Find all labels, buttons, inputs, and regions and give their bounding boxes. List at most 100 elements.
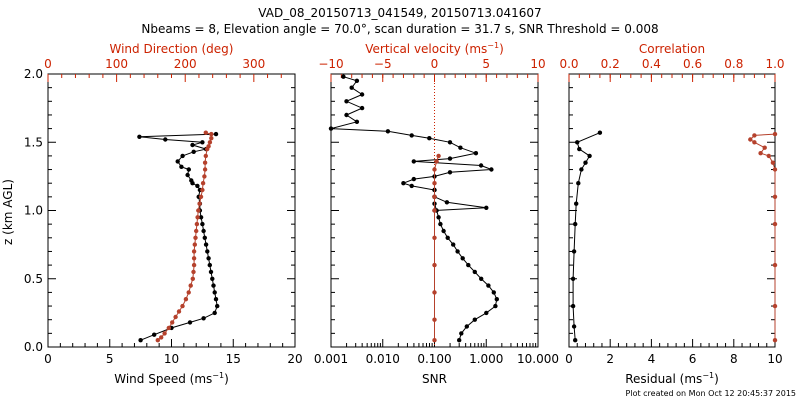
x-axis-label-top-exponent: −1 (487, 41, 499, 50)
data-point-black (493, 303, 498, 309)
data-point-black (574, 201, 579, 206)
data-point-red (162, 331, 167, 336)
x-axis-label-bottom-text: Wind Speed (ms (114, 372, 212, 386)
data-point-red (207, 140, 213, 145)
data-point-red (772, 221, 778, 227)
y-tick-label: 2.0 (24, 67, 43, 81)
data-point-red (170, 320, 175, 325)
data-point-red (191, 256, 197, 261)
x-axis-label-top-close: ) (499, 42, 504, 56)
x-tick-label-bottom: 20 (287, 352, 302, 366)
data-point-red (758, 151, 763, 156)
data-point-red (202, 167, 208, 172)
data-point-red (198, 194, 204, 199)
data-point-black (354, 119, 360, 125)
data-point-red (186, 290, 191, 295)
data-point-black (163, 137, 168, 142)
data-point-black (191, 149, 196, 154)
x-tick-label-top: −10 (318, 57, 343, 71)
data-point-black (447, 140, 453, 145)
x-axis-label-top: Correlation (639, 42, 705, 56)
x-tick-label-top: 10 (530, 57, 545, 71)
y-tick-label: 0.0 (24, 340, 43, 354)
y-axis-label: z (km AGL) (1, 179, 15, 245)
x-tick-label-bottom: 0.100 (417, 352, 451, 366)
data-point-black (200, 140, 205, 145)
x-tick-label-top: 0 (44, 57, 52, 71)
x-axis-label-bottom: Wind Speed (ms−1) (114, 371, 229, 386)
x-tick-label-bottom: 0 (44, 352, 52, 366)
data-point-black (444, 200, 450, 205)
data-point-black (491, 290, 496, 295)
data-point-black (479, 276, 484, 281)
figure-title-line1: VAD_08_20150713_041549, 20150713.041607 (258, 6, 541, 20)
data-point-black (205, 249, 210, 254)
data-point-red (436, 153, 441, 159)
data-point-black (215, 303, 220, 309)
data-point-black (208, 269, 214, 275)
data-point-black (447, 156, 453, 161)
x-tick-label-top: −5 (374, 57, 392, 71)
data-point-red (183, 297, 189, 302)
data-point-black (441, 228, 446, 234)
x-tick-label-bottom: 10 (767, 352, 782, 366)
x-tick-label-bottom: 6 (689, 352, 697, 366)
data-point-black (179, 164, 184, 169)
data-point-red (203, 130, 208, 135)
data-point-black (212, 290, 217, 295)
data-point-black (579, 167, 584, 172)
data-point-black (472, 317, 477, 322)
data-point-black (401, 181, 406, 186)
data-point-black (436, 215, 441, 220)
data-point-red (762, 145, 767, 150)
data-point-black (344, 99, 349, 104)
data-point-red (193, 235, 198, 240)
data-point-red (200, 181, 206, 186)
data-point-red (432, 194, 437, 199)
data-point-black (349, 85, 354, 90)
data-point-red (200, 187, 205, 193)
data-point-red (209, 136, 214, 141)
data-point-black (571, 249, 577, 254)
data-point-black (570, 303, 576, 309)
data-point-black (186, 167, 191, 172)
x-tick-label-bottom: 8 (730, 352, 738, 366)
plot-created-footer: Plot created on Mon Oct 12 20:45:37 2015 (626, 389, 796, 398)
data-point-red (432, 290, 437, 295)
data-point-red (206, 144, 211, 149)
data-point-red (194, 228, 199, 234)
y-tick-label: 1.5 (24, 135, 43, 149)
data-point-black (344, 112, 349, 118)
panel-correlation: 0 2 4 6 8 10 Residual (ms−1) 0.0 0.2 0.4 0.6 0.8 1.0… (559, 42, 784, 386)
x-tick-label-bottom: 10.000 (517, 352, 559, 366)
data-point-red (194, 221, 200, 227)
data-point-black (180, 153, 185, 159)
data-point-red (190, 276, 195, 281)
data-point-red (766, 153, 771, 159)
data-point-red (191, 269, 196, 275)
data-point-black (587, 153, 592, 159)
data-point-red (772, 131, 778, 137)
data-point-black (571, 324, 577, 329)
data-point-red (197, 201, 202, 206)
x-axis-label-bottom: SNR (422, 372, 447, 386)
data-point-red (432, 167, 437, 172)
x-tick-label-top: 0.0 (559, 57, 578, 71)
plot-frame (47, 73, 296, 348)
x-tick-label-top: 0.4 (642, 57, 661, 71)
data-point-red (155, 338, 160, 343)
x-tick-label-bottom: 15 (226, 352, 241, 366)
data-point-red (192, 242, 197, 247)
x-tick-label-top: 5 (482, 57, 490, 71)
data-point-red (166, 325, 171, 331)
x-tick-label-bottom: 4 (648, 352, 656, 366)
data-point-black (189, 178, 194, 183)
data-point-black (411, 176, 416, 182)
data-point-red (770, 160, 776, 165)
data-point-black (190, 142, 195, 148)
data-point-black (210, 276, 215, 281)
data-point-black (573, 221, 578, 227)
data-point-black (457, 338, 462, 343)
x-tick-label-top: 0.8 (724, 57, 743, 71)
